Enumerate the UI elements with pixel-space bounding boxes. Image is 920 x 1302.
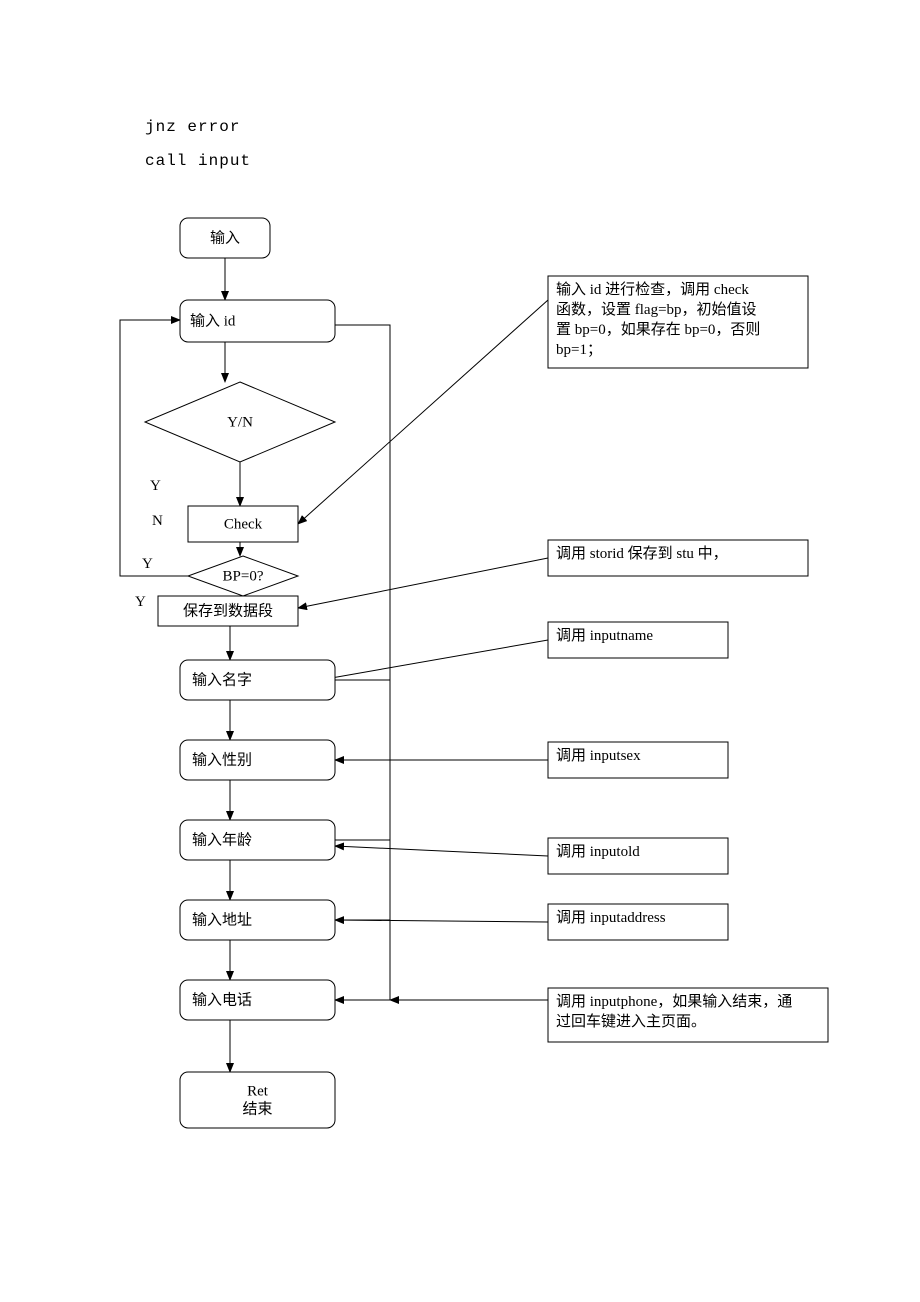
annotation-a_name: 调用 inputname xyxy=(548,622,728,658)
flow-node-addr: 输入地址 xyxy=(180,900,335,940)
flow-edge xyxy=(320,640,548,680)
annotation-text: bp=1； xyxy=(556,342,602,358)
node-label: 输入性别 xyxy=(192,752,252,769)
annotation-text: 过回车键进入主页面。 xyxy=(556,1013,706,1030)
flow-node-sex: 输入性别 xyxy=(180,740,335,780)
flow-edge xyxy=(335,920,548,922)
annotation-a_addr: 调用 inputaddress xyxy=(548,904,728,940)
annotation-a_old: 调用 inputold xyxy=(548,838,728,874)
flow-node-start: 输入 xyxy=(180,218,270,258)
annotation-a_sex: 调用 inputsex xyxy=(548,742,728,778)
node-label: Ret xyxy=(247,1084,269,1100)
node-label: 结束 xyxy=(242,1101,272,1118)
node-label: BP=0? xyxy=(223,569,264,585)
flow-node-check: Check xyxy=(188,506,298,542)
node-label: 输入年龄 xyxy=(192,832,252,849)
annotation-text: 输入 id 进行检查，调用 check xyxy=(556,281,749,298)
annotation-text: 调用 inputold xyxy=(556,843,640,860)
annotation-text: 调用 inputaddress xyxy=(556,909,666,926)
flow-node-name: 输入名字 xyxy=(180,660,335,700)
edge-label: Y xyxy=(142,556,153,572)
flow-edge xyxy=(298,558,548,608)
flow-node-phone: 输入电话 xyxy=(180,980,335,1020)
flow-node-age: 输入年龄 xyxy=(180,820,335,860)
annotation-text: 调用 inputsex xyxy=(556,747,641,764)
flowchart-canvas: 输入输入 idY/NCheckBP=0?保存到数据段输入名字输入性别输入年龄输入… xyxy=(0,0,920,1302)
node-label: 输入名字 xyxy=(192,672,252,689)
flow-node-bp0: BP=0? xyxy=(188,556,298,596)
node-label: 输入电话 xyxy=(192,992,252,1009)
flow-edge xyxy=(120,320,188,576)
node-label: Check xyxy=(224,517,263,533)
annotation-a_check: 输入 id 进行检查，调用 check 函数，设置 flag=bp，初始值设置 b… xyxy=(548,276,808,368)
flow-edge xyxy=(335,325,390,1000)
flow-node-save: 保存到数据段 xyxy=(158,596,298,626)
node-label: 输入 id xyxy=(190,313,236,330)
annotation-text: 置 bp=0，如果存在 bp=0，否则 xyxy=(556,321,760,338)
annotation-text: 函数，设置 flag=bp，初始值设 xyxy=(556,301,757,318)
annotation-text: 调用 inputphone，如果输入结束，通 xyxy=(556,993,792,1010)
flow-node-ret: Ret结束 xyxy=(180,1072,335,1128)
edge-label: Y xyxy=(150,478,161,494)
node-label: 保存到数据段 xyxy=(183,603,273,620)
annotation-a_phone: 调用 inputphone，如果输入结束，通过回车键进入主页面。 xyxy=(548,988,828,1042)
node-label: 输入地址 xyxy=(192,912,252,929)
flow-edge xyxy=(335,846,548,856)
node-label: 输入 xyxy=(210,230,240,247)
edge-label: Y xyxy=(135,594,146,610)
flow-node-yn: Y/N xyxy=(145,382,335,462)
annotation-text: 调用 storid 保存到 stu 中， xyxy=(556,545,728,562)
edge-label: N xyxy=(152,513,163,529)
flow-node-inputid: 输入 id xyxy=(180,300,335,342)
annotation-a_storid: 调用 storid 保存到 stu 中， xyxy=(548,540,808,576)
node-label: Y/N xyxy=(227,415,253,431)
annotation-text: 调用 inputname xyxy=(556,627,653,644)
